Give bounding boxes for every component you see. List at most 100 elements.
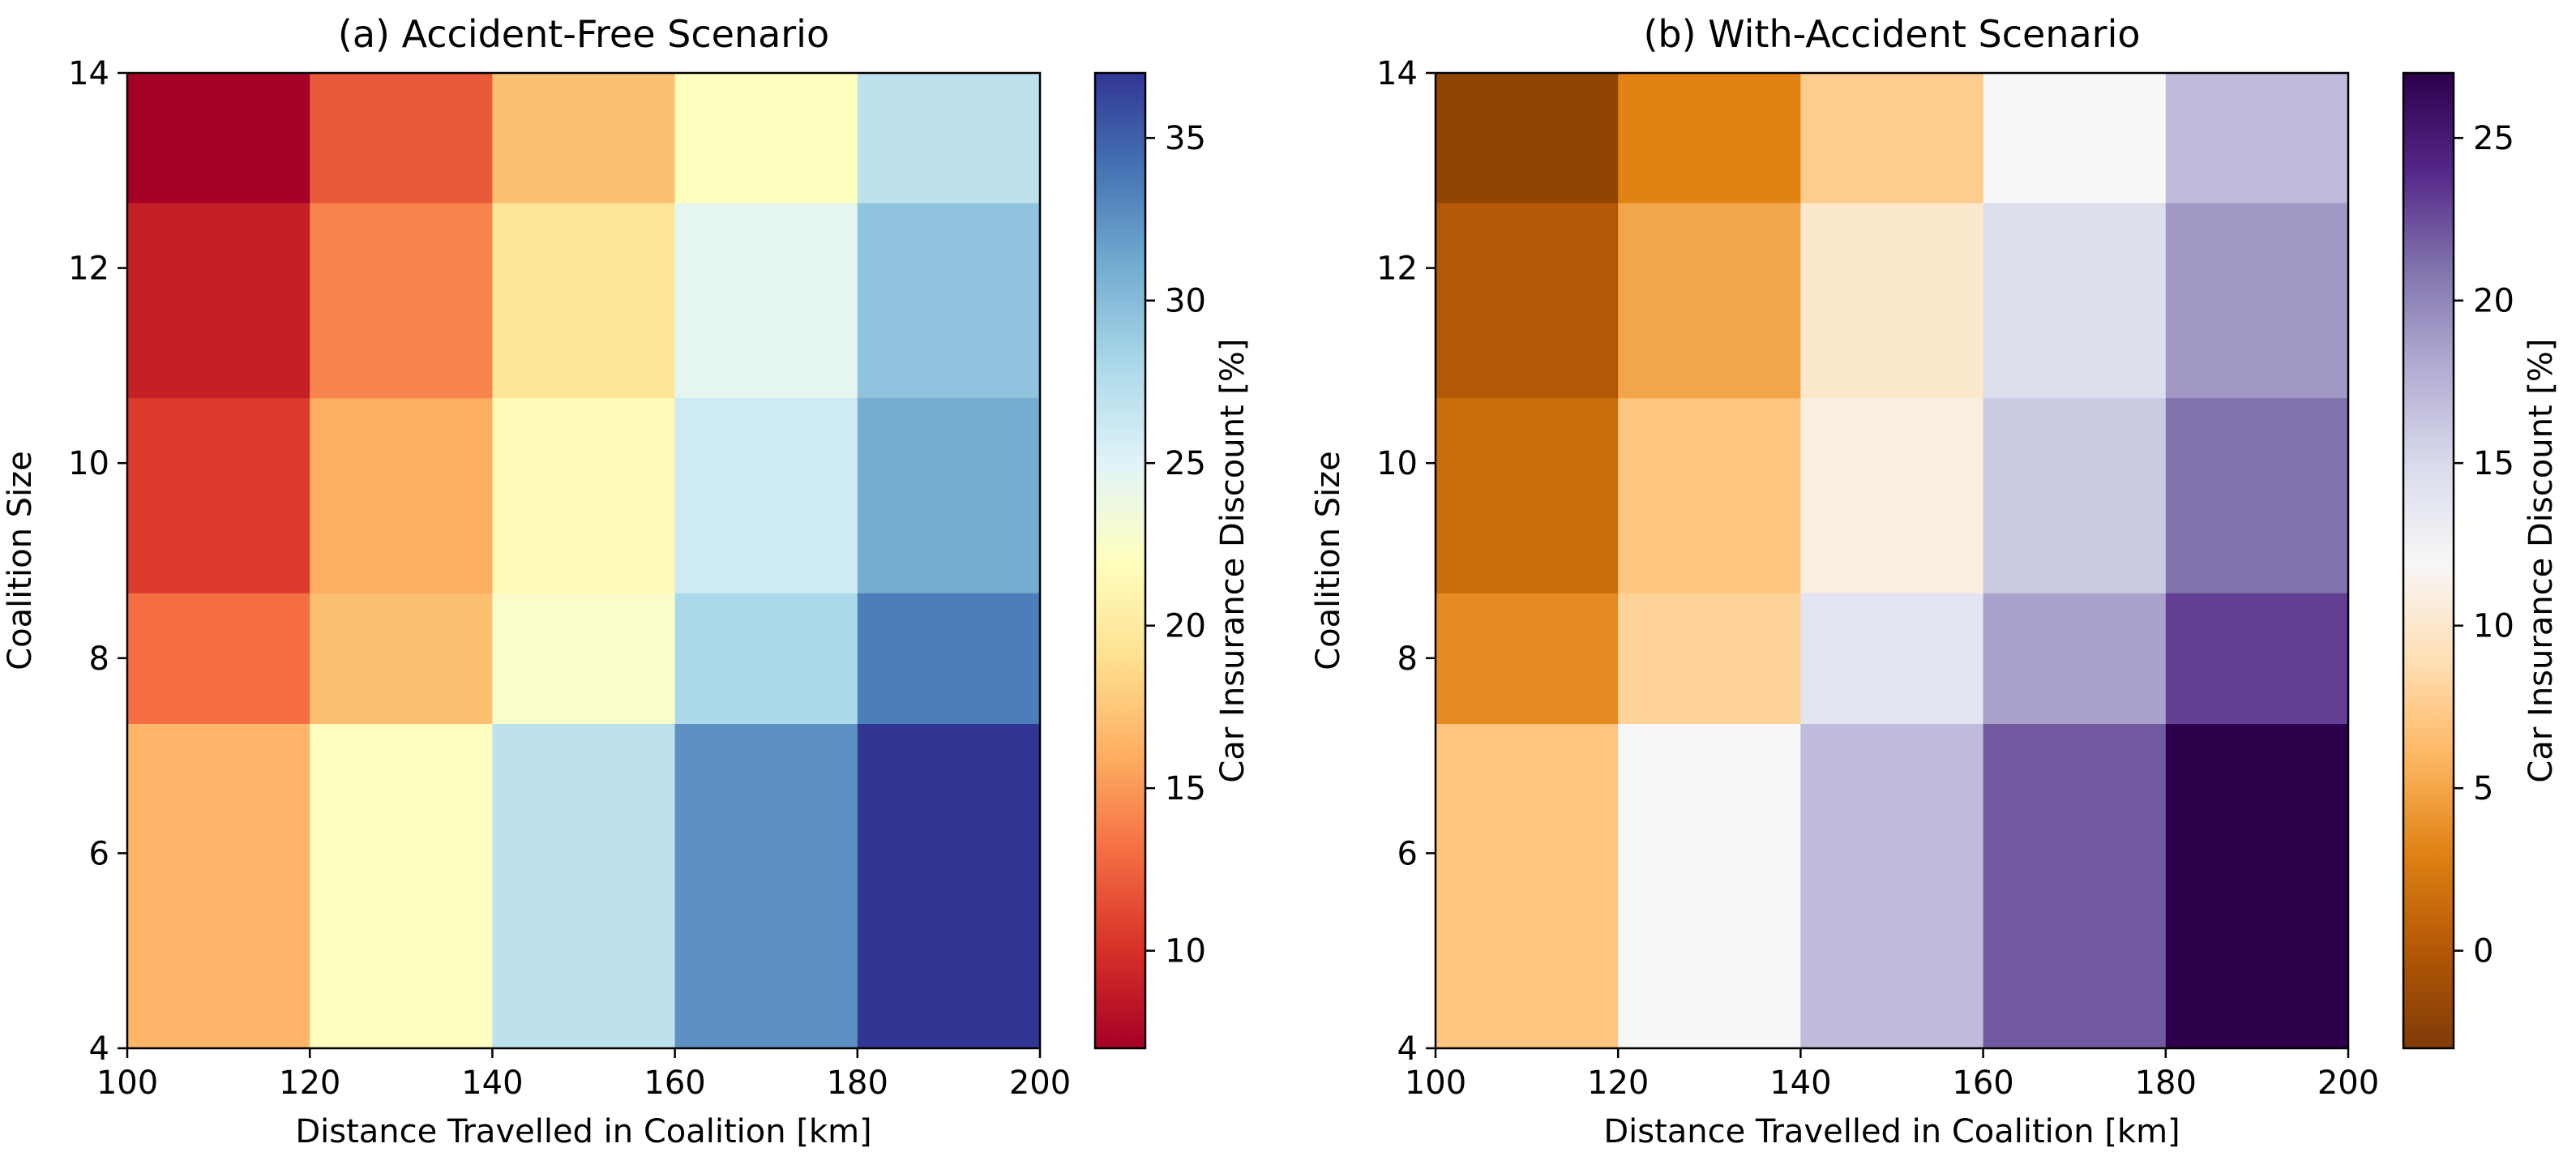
y-tick-label: 12 [1376,251,1418,288]
heatmap-cell [674,593,858,725]
heatmap-cell [1618,73,1801,203]
colorbar-tick-label: 10 [1165,933,1206,970]
colorbar-tick-label: 25 [1165,445,1206,482]
heatmap-cell [127,723,310,1049]
heatmap-cell [1800,202,1984,399]
colorbar-label: Car Insurance Discount [%] [1214,338,1252,782]
heatmap-cell [492,397,676,593]
x-tick-label: 180 [2135,1064,2197,1102]
y-tick-label: 8 [89,640,109,678]
colorbar-tick-label: 15 [2473,445,2514,482]
chart-title: (b) With-Accident Scenario [1643,12,2140,56]
heatmap-cell [1618,593,1801,725]
heatmap-cell [1983,73,2167,203]
colorbar-label: Car Insurance Discount [%] [2523,338,2560,782]
heatmap-cell [2165,202,2349,399]
heatmap-cell [1800,73,1984,203]
y-tick-label: 10 [68,445,109,482]
x-tick-label: 160 [1952,1064,2013,1102]
y-tick-label: 10 [1376,445,1418,482]
heatmap-cell [1436,202,1619,399]
colorbar-frame [1093,71,1147,1050]
plot-frame [126,71,1042,1050]
colorbar-tick-label: 20 [2473,283,2514,320]
x-tick-label: 180 [827,1064,888,1102]
heatmap-cell [857,202,1041,399]
colorbar-tick-label: 30 [1165,283,1206,320]
heatmap-cell [1436,723,1619,1049]
heatmap-cell [1983,202,2167,399]
colorbar-tick-label: 0 [2473,933,2493,970]
y-axis-label: Coalition Size [1310,451,1347,670]
heatmap-cell [1618,202,1801,399]
y-tick-label: 4 [89,1030,109,1068]
heatmap-cell [1800,397,1984,593]
heatmap-cell [310,73,493,203]
heatmap-cell [127,73,310,203]
y-axis-label: Coalition Size [2,451,39,670]
heatmap-cell [492,202,676,399]
heatmap-cell [2165,723,2349,1049]
y-tick-label: 12 [68,251,109,288]
chart-title: (a) Accident-Free Scenario [338,12,829,56]
colorbar [1095,73,1145,1048]
heatmap-cell [2165,397,2349,593]
heatmap-cell [674,723,858,1049]
heatmap-cell [1436,397,1619,593]
heatmap-cell [492,593,676,725]
colorbar-tick-label: 15 [1165,770,1206,807]
heatmap-cell [857,397,1041,593]
heatmap-cell [310,723,493,1049]
heatmap-cell [492,723,676,1049]
heatmap-panel: 100 120 140 160 180 200 4 6 8 10 12 14 (a) Accident-… [2,12,1252,1150]
heatmap-cell [1436,73,1619,203]
x-tick-label: 100 [96,1064,158,1102]
x-axis-label: Distance Travelled in Coalition [km] [295,1113,871,1150]
heatmap-cell [1618,723,1801,1049]
y-tick-label: 8 [1397,640,1418,678]
heatmap-cell [492,73,676,203]
heatmap-cell [674,397,858,593]
x-tick-label: 140 [461,1064,523,1102]
heatmap-cell [127,397,310,593]
heatmap-cell [674,73,858,203]
heatmap-cell [2165,73,2349,203]
colorbar-tick-label: 5 [2473,770,2493,807]
colorbar [2403,73,2454,1048]
heatmap-cell [1618,397,1801,593]
colorbar-tick-label: 20 [1165,608,1206,645]
colorbar-frame [2402,71,2455,1050]
heatmap-cell [857,723,1041,1049]
heatmap-cell [674,202,858,399]
heatmap-cell [127,593,310,725]
x-tick-label: 120 [279,1064,340,1102]
y-tick-label: 4 [1397,1030,1418,1068]
heatmap-cell [1983,593,2167,725]
heatmap-cell [1983,723,2167,1049]
heatmap-cell [2165,593,2349,725]
y-tick-label: 6 [1397,835,1418,872]
plot-frame [1434,71,2350,1050]
heatmap-cell [310,397,493,593]
colorbar-tick-label: 35 [1165,120,1206,157]
x-tick-label: 100 [1405,1064,1466,1102]
heatmap-cell [1436,593,1619,725]
y-tick-label: 14 [1376,55,1418,92]
heatmap-cell [1800,593,1984,725]
heatmap-cell [310,593,493,725]
colorbar-tick-label: 25 [2473,120,2514,157]
x-tick-label: 140 [1769,1064,1831,1102]
x-tick-label: 200 [2317,1064,2379,1102]
heatmap-cell [857,73,1041,203]
x-axis-label: Distance Travelled in Coalition [km] [1603,1113,2180,1150]
y-tick-label: 6 [89,835,109,872]
heatmap-cell [857,593,1041,725]
x-tick-label: 120 [1587,1064,1649,1102]
x-tick-label: 160 [644,1064,705,1102]
colorbar-tick-label: 10 [2473,608,2514,645]
heatmap-cell [310,202,493,399]
heatmap-cell [127,202,310,399]
x-tick-label: 200 [1009,1064,1071,1102]
